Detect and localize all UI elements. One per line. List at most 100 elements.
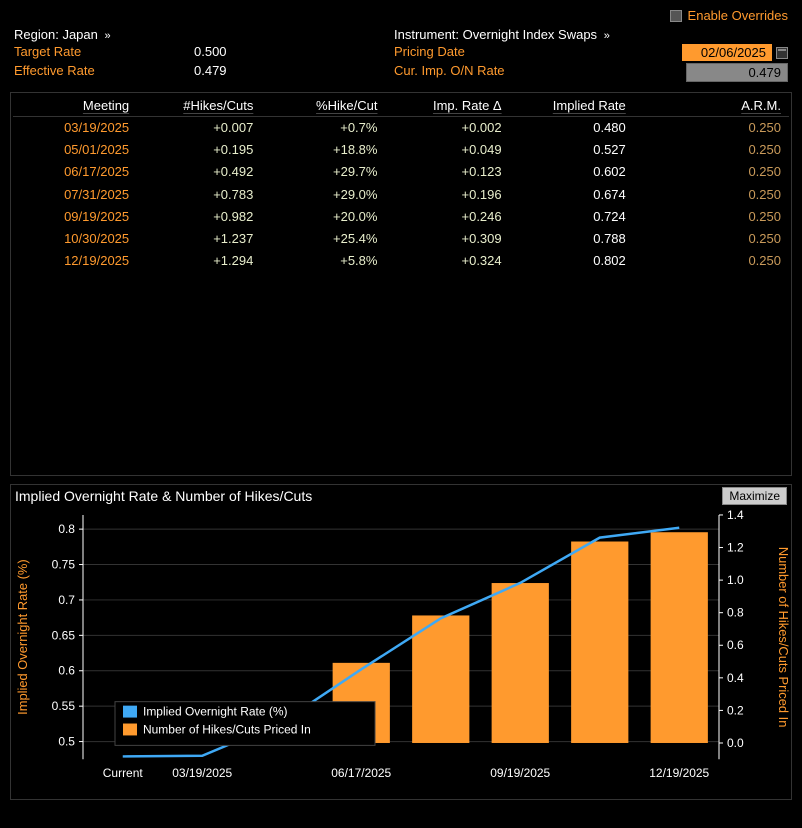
table-cell: 0.674 xyxy=(510,184,634,206)
table-cell: +0.492 xyxy=(137,161,261,183)
table-cell: +29.7% xyxy=(261,161,385,183)
table-cell: +29.0% xyxy=(261,184,385,206)
table-cell: +0.7% xyxy=(261,117,385,140)
table-cell: 0.250 xyxy=(634,184,789,206)
chevron-right-icon: » xyxy=(601,30,610,42)
target-rate-label: Target Rate xyxy=(14,44,194,61)
pricing-date-input[interactable]: 02/06/2025 xyxy=(682,44,772,61)
calendar-icon[interactable] xyxy=(776,47,788,59)
chart-title: Implied Overnight Rate & Number of Hikes… xyxy=(15,488,312,504)
table-cell: +0.783 xyxy=(137,184,261,206)
table-cell: 0.788 xyxy=(510,228,634,250)
svg-text:0.75: 0.75 xyxy=(52,558,76,572)
instrument-selector[interactable]: Instrument: Overnight Index Swaps » xyxy=(394,27,788,42)
svg-text:0.2: 0.2 xyxy=(727,703,744,717)
table-cell: +5.8% xyxy=(261,250,385,272)
svg-text:0.6: 0.6 xyxy=(58,664,75,678)
bar xyxy=(492,583,549,743)
svg-text:0.4: 0.4 xyxy=(727,671,744,685)
table-cell: +0.007 xyxy=(137,117,261,140)
table-header[interactable]: Meeting xyxy=(13,95,137,117)
table-cell: +0.049 xyxy=(385,139,509,161)
svg-text:09/19/2025: 09/19/2025 xyxy=(490,766,550,780)
table-cell: 07/31/2025 xyxy=(13,184,137,206)
pricing-date-label: Pricing Date xyxy=(394,44,604,61)
svg-text:Implied Overnight Rate (%): Implied Overnight Rate (%) xyxy=(15,559,30,714)
table-cell: 12/19/2025 xyxy=(13,250,137,272)
legend-swatch xyxy=(123,724,137,736)
region-selector[interactable]: Region: Japan » xyxy=(14,27,194,42)
table-row[interactable]: 12/19/2025+1.294+5.8%+0.3240.8020.250 xyxy=(13,250,789,272)
table-row[interactable]: 06/17/2025+0.492+29.7%+0.1230.6020.250 xyxy=(13,161,789,183)
region-label: Region: xyxy=(14,27,59,42)
cur-imp-label: Cur. Imp. O/N Rate xyxy=(394,63,604,82)
table-cell: 0.250 xyxy=(634,161,789,183)
svg-text:0.6: 0.6 xyxy=(727,638,744,652)
table-cell: +25.4% xyxy=(261,228,385,250)
svg-text:1.0: 1.0 xyxy=(727,573,744,587)
table-cell: 0.250 xyxy=(634,206,789,228)
table-cell: 0.724 xyxy=(510,206,634,228)
table-cell: +0.246 xyxy=(385,206,509,228)
table-cell: 0.250 xyxy=(634,139,789,161)
table-cell: +0.195 xyxy=(137,139,261,161)
maximize-button[interactable]: Maximize xyxy=(722,487,787,505)
target-rate-value: 0.500 xyxy=(194,44,394,61)
instrument-value: Overnight Index Swaps xyxy=(463,27,597,42)
svg-text:Current: Current xyxy=(103,766,144,780)
table-cell: 0.250 xyxy=(634,228,789,250)
chart-svg: 0.50.550.60.650.70.750.80.00.20.40.60.81… xyxy=(11,509,791,799)
legend-label: Number of Hikes/Cuts Priced In xyxy=(143,722,311,736)
svg-text:06/17/2025: 06/17/2025 xyxy=(331,766,391,780)
cur-imp-rate-value: 0.479 xyxy=(686,63,788,82)
svg-text:0.0: 0.0 xyxy=(727,736,744,750)
table-row[interactable]: 05/01/2025+0.195+18.8%+0.0490.5270.250 xyxy=(13,139,789,161)
table-header[interactable]: Imp. Rate Δ xyxy=(385,95,509,117)
table-header[interactable]: #Hikes/Cuts xyxy=(137,95,261,117)
svg-text:Number of Hikes/Cuts Priced In: Number of Hikes/Cuts Priced In xyxy=(776,547,791,728)
table-header[interactable]: Implied Rate xyxy=(510,95,634,117)
table-header[interactable]: %Hike/Cut xyxy=(261,95,385,117)
table-cell: +20.0% xyxy=(261,206,385,228)
table-cell: +0.309 xyxy=(385,228,509,250)
table-row[interactable]: 07/31/2025+0.783+29.0%+0.1960.6740.250 xyxy=(13,184,789,206)
svg-text:0.5: 0.5 xyxy=(58,735,75,749)
table-cell: 0.250 xyxy=(634,117,789,140)
legend-label: Implied Overnight Rate (%) xyxy=(143,705,287,719)
table-header[interactable]: A.R.M. xyxy=(634,95,789,117)
effective-rate-value: 0.479 xyxy=(194,63,394,82)
bar xyxy=(651,532,708,743)
table-cell: +0.324 xyxy=(385,250,509,272)
enable-overrides-checkbox[interactable] xyxy=(670,10,682,22)
bar xyxy=(412,615,469,743)
table-cell: 0.527 xyxy=(510,139,634,161)
region-value: Japan xyxy=(62,27,97,42)
instrument-label: Instrument: xyxy=(394,27,459,42)
table-cell: 06/17/2025 xyxy=(13,161,137,183)
table-cell: 03/19/2025 xyxy=(13,117,137,140)
table-cell: +1.294 xyxy=(137,250,261,272)
svg-text:12/19/2025: 12/19/2025 xyxy=(649,766,709,780)
effective-rate-label: Effective Rate xyxy=(14,63,194,82)
table-cell: +1.237 xyxy=(137,228,261,250)
chevron-right-icon: » xyxy=(101,30,110,42)
table-cell: 0.602 xyxy=(510,161,634,183)
table-cell: +0.196 xyxy=(385,184,509,206)
meetings-table: Meeting#Hikes/Cuts%Hike/CutImp. Rate ΔIm… xyxy=(13,95,789,272)
table-row[interactable]: 10/30/2025+1.237+25.4%+0.3090.7880.250 xyxy=(13,228,789,250)
table-cell: 09/19/2025 xyxy=(13,206,137,228)
svg-text:0.65: 0.65 xyxy=(52,628,76,642)
table-cell: 05/01/2025 xyxy=(13,139,137,161)
table-cell: 0.480 xyxy=(510,117,634,140)
svg-text:0.7: 0.7 xyxy=(58,593,75,607)
table-cell: 0.802 xyxy=(510,250,634,272)
table-cell: +0.982 xyxy=(137,206,261,228)
svg-text:03/19/2025: 03/19/2025 xyxy=(172,766,232,780)
table-cell: +0.002 xyxy=(385,117,509,140)
enable-overrides-label: Enable Overrides xyxy=(688,8,788,23)
legend-swatch xyxy=(123,706,137,718)
table-cell: +0.123 xyxy=(385,161,509,183)
table-row[interactable]: 03/19/2025+0.007+0.7%+0.0020.4800.250 xyxy=(13,117,789,140)
bar xyxy=(571,542,628,743)
table-row[interactable]: 09/19/2025+0.982+20.0%+0.2460.7240.250 xyxy=(13,206,789,228)
